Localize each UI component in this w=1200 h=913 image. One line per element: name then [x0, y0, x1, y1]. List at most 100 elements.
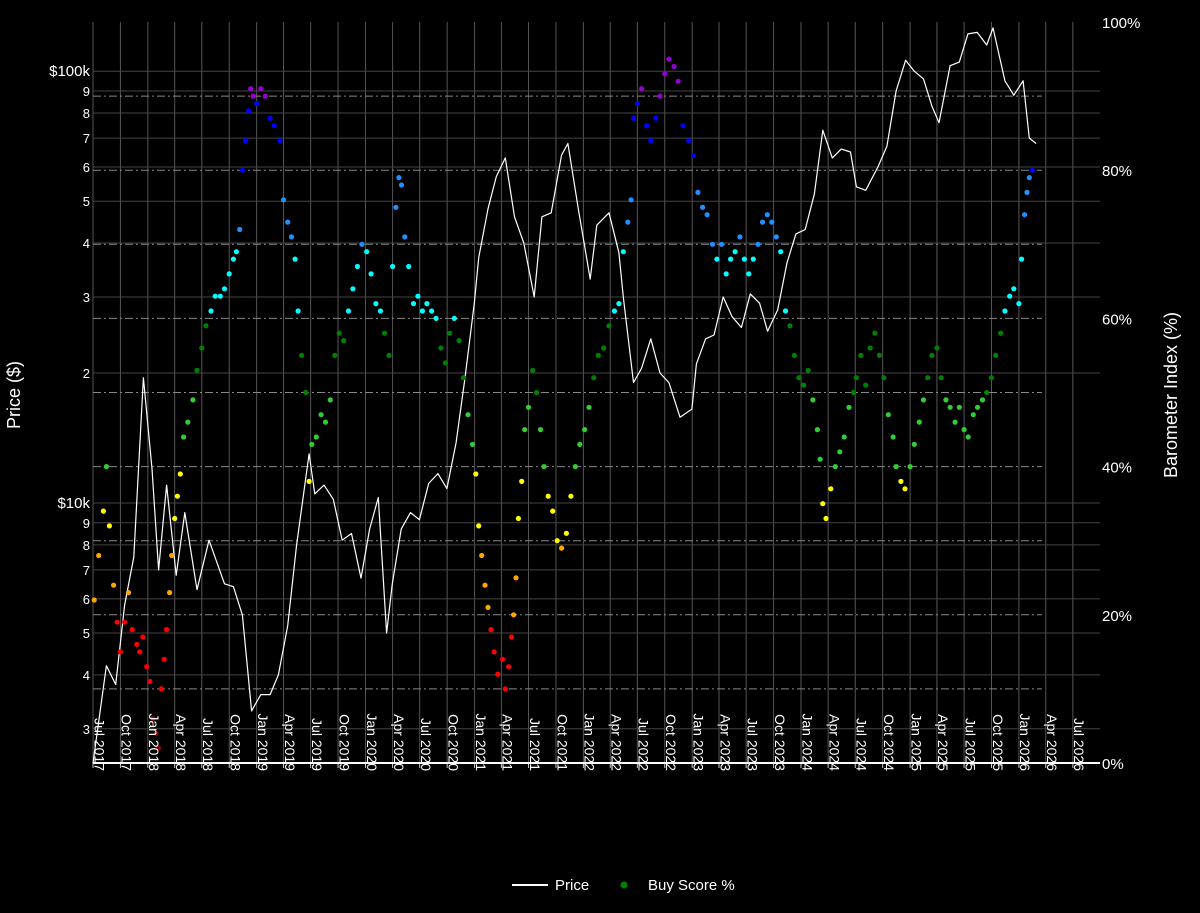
buy-score-point	[984, 389, 990, 396]
buy-score-point	[872, 330, 878, 336]
buy-score-point	[657, 93, 663, 99]
buy-score-point	[881, 375, 887, 381]
buy-score-point	[534, 389, 540, 396]
buy-score-point	[254, 100, 260, 107]
buy-score-point	[769, 219, 775, 225]
buy-score-point	[309, 441, 315, 447]
x-tick-label: Jul 2025	[962, 718, 978, 771]
buy-score-point	[741, 256, 748, 262]
buy-score-point	[172, 515, 178, 522]
buy-score-point	[280, 197, 287, 203]
x-tick-label: Oct 2024	[881, 714, 897, 771]
buy-score-point	[778, 249, 784, 255]
x-tick-label: Jan 2026	[1017, 713, 1033, 771]
buy-score-point	[750, 256, 756, 262]
buy-score-point	[814, 427, 821, 433]
buy-score-point	[628, 197, 634, 203]
buy-score-point	[947, 404, 953, 410]
buy-score-point	[796, 375, 802, 381]
buy-score-point	[911, 441, 917, 447]
buy-score-point	[1019, 256, 1025, 262]
buy-score-point	[545, 493, 551, 499]
buy-score-point	[961, 427, 967, 433]
x-tick-label: Jan 2020	[364, 713, 380, 771]
buy-score-point	[671, 63, 677, 70]
y-left-tick-label: 4	[83, 668, 90, 683]
legend-item-buy-score[interactable]: Buy Score %	[620, 877, 735, 894]
y-left-tick-label: 3	[83, 722, 90, 737]
buy-score-point	[846, 404, 852, 410]
buy-score-point	[704, 212, 710, 218]
buy-score-point	[595, 352, 601, 358]
buy-score-point	[616, 301, 622, 307]
buy-score-point	[117, 649, 123, 655]
buy-score-point	[177, 471, 183, 477]
buy-score-point	[988, 375, 995, 381]
x-tick-label: Oct 2023	[772, 714, 788, 771]
buy-score-point	[267, 115, 273, 121]
buy-score-point	[203, 323, 209, 329]
y-right-tick-label: 60%	[1102, 311, 1132, 328]
buy-score-point	[537, 427, 544, 433]
buy-score-point	[965, 434, 971, 440]
buy-score-point	[306, 478, 312, 484]
buy-score-point	[299, 352, 305, 358]
legend[interactable]: Price Buy Score %	[512, 877, 735, 894]
buy-score-point	[482, 582, 488, 588]
buy-score-point	[373, 301, 379, 307]
buy-score-point	[582, 427, 588, 433]
y-left-tick-label: 2	[83, 366, 90, 381]
buy-score-point	[832, 464, 838, 470]
y-right-tick-label: 40%	[1102, 460, 1132, 477]
x-tick-label: Oct 2017	[119, 714, 135, 771]
buy-score-point	[181, 434, 187, 440]
buy-score-point	[144, 664, 150, 670]
buy-score-point	[271, 123, 277, 129]
buy-score-point	[485, 604, 491, 611]
buy-score-point	[359, 241, 365, 247]
y-axis-left-title: Price ($)	[4, 361, 24, 429]
buy-score-point	[250, 93, 256, 99]
buy-score-point	[801, 382, 807, 388]
buy-score-point	[1024, 189, 1030, 195]
buy-score-point	[723, 271, 729, 277]
x-tick-label: Jul 2019	[309, 718, 325, 771]
buy-score-point	[907, 464, 913, 470]
buy-score-point	[295, 308, 301, 314]
x-tick-label: Oct 2025	[990, 714, 1006, 771]
buy-score-point	[237, 226, 243, 233]
buy-score-point	[1011, 286, 1017, 292]
buy-score-point	[190, 397, 196, 403]
buy-score-point	[876, 352, 883, 358]
buy-score-point	[303, 389, 309, 396]
buy-score-series	[91, 56, 1035, 751]
buy-score-point	[746, 271, 752, 277]
buy-score-point	[103, 464, 109, 470]
buy-score-point	[158, 686, 164, 692]
buy-score-point	[823, 515, 829, 522]
y-left-tick-label: 8	[83, 538, 90, 553]
buy-score-point	[1016, 301, 1022, 307]
buy-score-point	[568, 493, 574, 499]
buy-score-point	[700, 204, 706, 210]
buy-score-point	[782, 308, 789, 314]
buy-score-point	[898, 478, 904, 484]
buy-score-point	[243, 138, 249, 144]
x-tick-label: Apr 2018	[173, 714, 189, 771]
buy-score-point	[386, 352, 392, 358]
buy-score-point	[675, 78, 681, 84]
buy-score-point	[194, 367, 200, 373]
buy-score-point	[586, 404, 592, 410]
buy-score-point	[510, 612, 517, 618]
buy-score-point	[424, 301, 430, 307]
legend-item-price[interactable]: Price	[512, 877, 589, 894]
buy-score-point	[817, 456, 823, 462]
buy-score-point	[934, 345, 940, 351]
price-series	[92, 27, 1037, 764]
legend-score-label: Buy Score %	[648, 877, 735, 894]
buy-score-point	[226, 271, 232, 277]
buy-score-point	[863, 382, 869, 388]
x-tick-label: Apr 2023	[717, 714, 733, 771]
